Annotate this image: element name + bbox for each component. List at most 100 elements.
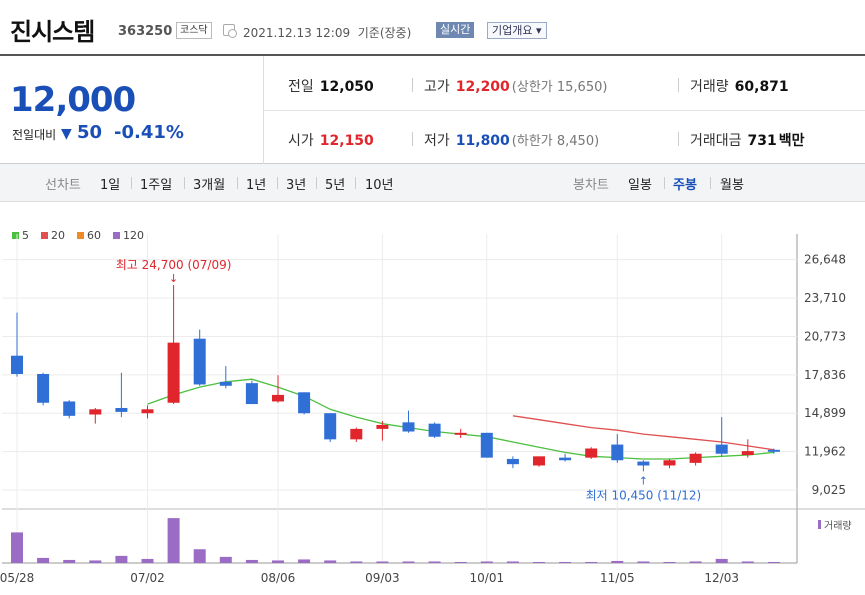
open-cell: 시가 12,150 [288, 133, 374, 149]
volume-bar [585, 561, 598, 563]
x-tick-label: 11/05 [600, 571, 635, 585]
clock-icon [223, 24, 237, 38]
period-bar: 선차트 1일 1주일 3개월 1년 3년 5년 10년 봉차트 일봉 주봉 월봉 [0, 164, 865, 202]
candle-body [350, 428, 363, 440]
y-tick-label: 26,648 [804, 253, 846, 267]
legend-label: 5 [22, 229, 29, 242]
candle-monthly[interactable]: 월봉 [720, 178, 744, 193]
volume-bar [324, 560, 337, 563]
period-1y[interactable]: 1년 [246, 178, 267, 193]
y-tick-label: 17,836 [804, 368, 846, 382]
volume-cell: 거래량 60,871 [690, 79, 789, 95]
change-value: 50 [77, 122, 103, 143]
y-tick-label: 20,773 [804, 329, 846, 343]
volume-bar [611, 560, 624, 563]
candle-body [298, 392, 311, 414]
open-value: 12,150 [319, 133, 374, 149]
high-annotation: 최고 24,700 (07/09) [116, 258, 232, 272]
volume-bar [741, 561, 754, 563]
candle-body [272, 394, 284, 402]
company-name: 진시스템 [10, 18, 95, 46]
candle-body [219, 381, 232, 386]
x-tick-label: 08/06 [261, 571, 296, 585]
candle-body [611, 444, 624, 461]
candle-daily[interactable]: 일봉 [628, 178, 652, 193]
volume-bar [637, 561, 650, 563]
current-price: 12,000 [10, 80, 136, 120]
volume-bar [272, 560, 284, 563]
ma5-line [147, 378, 774, 460]
chevron-down-icon: ▾ [535, 24, 542, 37]
amount-unit: 백만 [778, 133, 805, 149]
period-3m[interactable]: 3개월 [193, 178, 226, 193]
volume-bar [533, 561, 545, 563]
y-tick-label: 23,710 [804, 291, 846, 305]
candle-weekly[interactable]: 주봉 [673, 178, 697, 193]
volume-bar [167, 518, 180, 563]
current-price-box: 12,000 전일대비 ▼ 50 -0.41% [0, 56, 264, 164]
candle-body [689, 453, 702, 463]
volume-bar [663, 561, 676, 563]
high-cell: 고가 12,200 (상한가 15,650) [424, 79, 608, 95]
candle-body [402, 422, 415, 432]
legend-swatch [41, 232, 48, 239]
amount-cell: 거래대금 731 백만 [690, 133, 805, 149]
stock-code: 363250 [118, 24, 173, 39]
x-tick-label: 12/03 [704, 571, 739, 585]
period-1d[interactable]: 1일 [100, 178, 121, 193]
volume-bar [559, 561, 572, 563]
candle-body [454, 432, 467, 435]
volume-bar [115, 555, 128, 563]
prev-close-value: 12,050 [319, 79, 374, 95]
quote-basis: 기준(장중) [357, 26, 412, 40]
legend-label: 120 [123, 229, 144, 242]
volume-bar [767, 561, 780, 563]
volume-bar [480, 561, 493, 563]
volume-bar [402, 561, 415, 563]
period-3y[interactable]: 3년 [286, 178, 307, 193]
low-annotation: 최저 10,450 (11/12) [586, 488, 702, 502]
legend-label: 60 [87, 229, 101, 242]
company-overview-button[interactable]: 기업개요 ▾ [487, 22, 547, 39]
candle-body [37, 374, 50, 403]
candle-body [715, 444, 728, 454]
volume-bar [454, 561, 467, 563]
amount-value: 731 [747, 133, 777, 149]
prev-close-cell: 전일 12,050 [288, 79, 374, 95]
period-1w[interactable]: 1주일 [140, 178, 173, 193]
candle-body [767, 449, 780, 452]
volume-legend-label: 거래량 [824, 520, 852, 532]
high-value: 12,200 [455, 79, 510, 95]
volume-bar [89, 560, 102, 563]
volume-bar [193, 549, 206, 563]
period-5y[interactable]: 5년 [325, 178, 346, 193]
x-tick-label: 10/01 [470, 571, 505, 585]
candle-body [506, 458, 519, 465]
low-value: 11,800 [455, 133, 510, 149]
candle-body [141, 409, 154, 414]
change-label: 전일대비 [12, 128, 57, 142]
candle-body [89, 409, 102, 415]
candle-body [11, 355, 23, 374]
candle-body [533, 456, 545, 466]
candle-body [115, 407, 128, 412]
volume-bar [428, 561, 441, 563]
candle-body [663, 460, 676, 466]
candle-body [245, 383, 258, 405]
volume-bar [63, 559, 76, 563]
candle-body [167, 342, 180, 403]
legend-label: 20 [51, 229, 65, 242]
line-chart-label: 선차트 [45, 178, 81, 193]
realtime-button[interactable]: 실시간 [436, 22, 475, 38]
legend-swatch [113, 232, 120, 239]
period-10y[interactable]: 10년 [365, 178, 394, 193]
x-tick-label: 07/02 [130, 571, 165, 585]
lower-limit: (하한가 8,450) [511, 134, 600, 149]
volume-bar [298, 559, 311, 563]
volume-bar [506, 561, 519, 563]
candle-body [428, 423, 441, 437]
x-tick-label: 09/03 [365, 571, 400, 585]
price-chart: 5 20 60 120 26,648 23,710 20,773 17,836 14,899 11… [0, 229, 865, 585]
change-percent: -0.41% [114, 122, 184, 143]
upper-limit: (상한가 15,650) [511, 80, 608, 95]
